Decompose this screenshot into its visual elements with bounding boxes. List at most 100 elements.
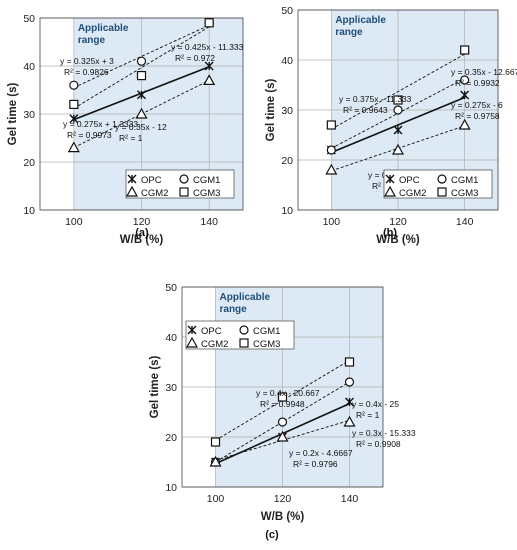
- r-squared-label: R² = 0.9826: [64, 67, 109, 77]
- plot-frame: [297, 9, 499, 211]
- data-point-circle: [326, 145, 336, 155]
- data-point-square: [204, 18, 214, 28]
- data-point-circle: [239, 325, 249, 335]
- y-axis-label: Gel time (s): [265, 79, 277, 142]
- x-tick-label: 140: [341, 493, 359, 505]
- equation-label: y = 0.425x - 11.333: [171, 42, 244, 52]
- trend-line-cgm3: [73, 26, 210, 109]
- data-point-triangle: [67, 141, 80, 153]
- legend-label: CGM1: [253, 326, 280, 337]
- applicable-range-label: Applicable: [220, 292, 271, 303]
- r-squared-label: R² = 0.9796: [293, 459, 338, 469]
- equation-label: y = 0.275x + 1.3333: [63, 119, 138, 129]
- legend: OPC CGM1 CGM2 CGM3: [125, 169, 235, 199]
- data-point-square: [437, 187, 447, 197]
- data-point-square: [179, 187, 189, 197]
- legend: OPC CGM1 CGM2 CGM3: [185, 320, 295, 350]
- plot-frame: [39, 17, 244, 211]
- legend-label: OPC: [141, 175, 162, 186]
- applicable-range-label: Applicable: [78, 23, 129, 34]
- legend-box: [185, 320, 295, 350]
- data-point-circle: [344, 377, 355, 387]
- trend-line-cgm3: [331, 53, 465, 130]
- applicable-range-label: Applicable: [335, 15, 386, 26]
- x-tick-label: 120: [389, 216, 407, 228]
- equation-label: y = 0.325x + 3: [60, 56, 114, 66]
- data-point-square: [210, 437, 221, 447]
- y-tick-label: 30: [165, 382, 177, 394]
- data-point-circle: [437, 174, 447, 184]
- equation-label: y = 0.2x - 4.6667: [289, 448, 353, 458]
- r-squared-label: R² = 0.9948: [260, 399, 305, 409]
- data-point-square: [344, 357, 355, 367]
- series-cgm1: [326, 75, 470, 155]
- y-tick-label: 10: [165, 482, 177, 494]
- data-point-square: [239, 338, 249, 348]
- data-point-asterisk: [345, 397, 354, 407]
- y-tick-label: 10: [23, 205, 35, 217]
- x-tick-label: 100: [65, 216, 83, 228]
- legend-label: CGM2: [141, 188, 168, 199]
- data-point-square: [277, 392, 288, 402]
- y-tick-label: 50: [165, 282, 177, 294]
- data-point-circle: [393, 105, 403, 115]
- x-tick-label: 120: [133, 216, 151, 228]
- legend-label: CGM3: [193, 188, 220, 199]
- data-point-asterisk: [460, 90, 470, 100]
- legend-label: CGM1: [451, 175, 478, 186]
- x-tick-label: 140: [200, 216, 218, 228]
- series-cgm3: [69, 18, 214, 110]
- data-point-triangle: [458, 118, 471, 130]
- trend-line-cgm1: [215, 381, 350, 463]
- y-tick-label: 30: [23, 109, 35, 121]
- panel-label: (b): [383, 227, 397, 239]
- data-point-triangle: [185, 336, 199, 348]
- equation-label: y = 0.35x - 12: [115, 122, 167, 132]
- series-cgm3: [326, 45, 470, 130]
- equation-label: y = 0.4x - 25: [352, 399, 399, 409]
- data-point-triangle: [383, 185, 397, 197]
- data-point-triangle: [343, 415, 356, 427]
- panel-label: (a): [135, 227, 149, 239]
- legend-label: OPC: [201, 326, 222, 337]
- equation-label: y = 0.3x - 15.333: [352, 428, 416, 438]
- data-point-square: [460, 45, 470, 55]
- r-squared-label: R² = 0.9643: [343, 105, 388, 115]
- y-tick-label: 40: [23, 61, 35, 73]
- trend-line-cgm3: [215, 359, 350, 441]
- applicable-range-label: range: [220, 304, 248, 315]
- applicable-range-label: range: [335, 27, 363, 38]
- x-axis-label: W/B (%): [261, 511, 305, 523]
- y-tick-label: 20: [23, 157, 35, 169]
- x-tick-label: 100: [207, 493, 225, 505]
- x-tick-label: 120: [274, 493, 292, 505]
- y-axis-label: Gel time (s): [149, 356, 161, 419]
- y-tick-label: 40: [165, 332, 177, 344]
- equation-label: y = 0.375x - 11.333: [339, 94, 412, 104]
- data-point-asterisk: [127, 174, 137, 184]
- data-point-asterisk: [187, 325, 197, 335]
- data-point-asterisk: [69, 114, 79, 124]
- trend-line-opc: [331, 96, 465, 154]
- data-point-triangle: [391, 143, 405, 155]
- r-squared-label: R² = 1: [119, 133, 143, 143]
- legend-label: OPC: [399, 175, 420, 186]
- data-point-triangle: [209, 455, 222, 467]
- y-tick-label: 30: [281, 105, 293, 117]
- data-point-circle: [460, 75, 470, 85]
- legend-label: CGM2: [399, 188, 426, 199]
- legend-label: CGM3: [253, 339, 280, 350]
- y-tick-label: 40: [281, 55, 293, 67]
- y-tick-label: 20: [281, 155, 293, 167]
- data-point-square: [136, 70, 147, 81]
- series-cgm2: [209, 415, 356, 467]
- y-tick-label: 50: [281, 5, 293, 17]
- data-point-circle: [69, 80, 79, 90]
- r-squared-label: R² = 0.972: [175, 53, 215, 63]
- y-tick-label: 20: [165, 432, 177, 444]
- r-squared-label: R² = 0.9932: [455, 78, 500, 88]
- data-point-triangle: [325, 163, 338, 175]
